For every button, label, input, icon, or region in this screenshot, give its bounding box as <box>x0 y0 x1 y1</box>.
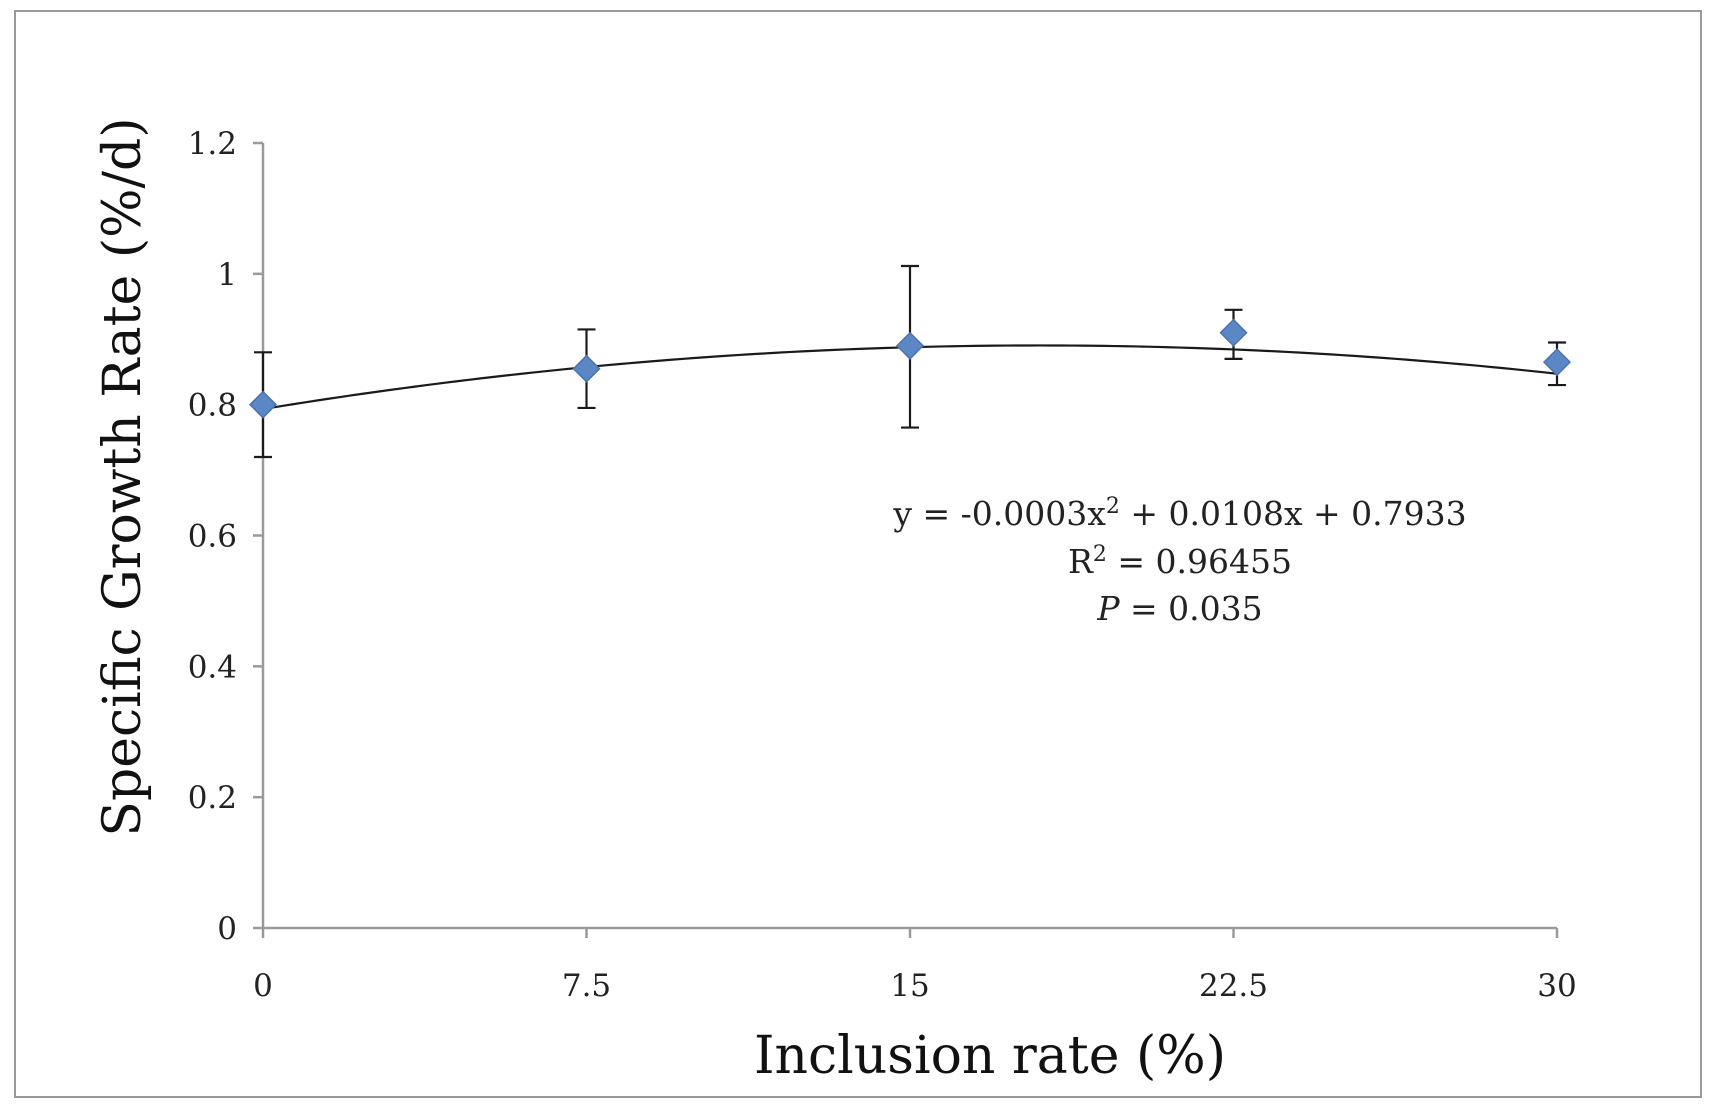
data-point-marker <box>1219 318 1248 347</box>
error-bars <box>254 264 1566 459</box>
p-value-text: P = 0.035 <box>1096 589 1262 628</box>
data-point-marker <box>572 354 601 383</box>
y-tick-label: 0.4 <box>188 649 237 685</box>
x-tick-label: 7.5 <box>562 968 611 1004</box>
x-tick-label: 30 <box>1537 968 1576 1004</box>
x-tick-label: 0 <box>253 968 273 1004</box>
trendline-annotation: y = -0.0003x2 + 0.0108x + 0.7933 R2 = 0.… <box>892 494 1466 628</box>
equation-text: y = -0.0003x2 + 0.0108x + 0.7933 <box>892 494 1466 533</box>
y-tick-label: 0 <box>217 911 237 947</box>
x-axis-label: Inclusion rate (%) <box>754 1026 1226 1086</box>
y-tick-label: 0.2 <box>188 780 237 816</box>
r-squared-text: R2 = 0.96455 <box>1068 542 1292 581</box>
chart-frame <box>14 10 1702 1098</box>
y-tick-label: 1.2 <box>188 126 237 162</box>
axes <box>261 143 1557 930</box>
ticks: 0 0.2 0.4 0.6 0.8 1 1.2 0 7.5 15 22.5 30 <box>188 126 1577 1004</box>
y-tick-label: 1 <box>217 257 237 293</box>
x-tick-label: 22.5 <box>1199 968 1268 1004</box>
data-point-marker <box>248 390 278 419</box>
x-tick-label: 15 <box>890 968 929 1004</box>
markers <box>248 318 1572 419</box>
y-tick-label: 0.6 <box>188 519 237 555</box>
y-tick-label: 0.8 <box>188 388 237 424</box>
data-point-marker <box>1542 348 1572 377</box>
data-point-marker <box>895 331 925 360</box>
y-axis-label: Specific Growth Rate (%/d) <box>93 117 153 836</box>
